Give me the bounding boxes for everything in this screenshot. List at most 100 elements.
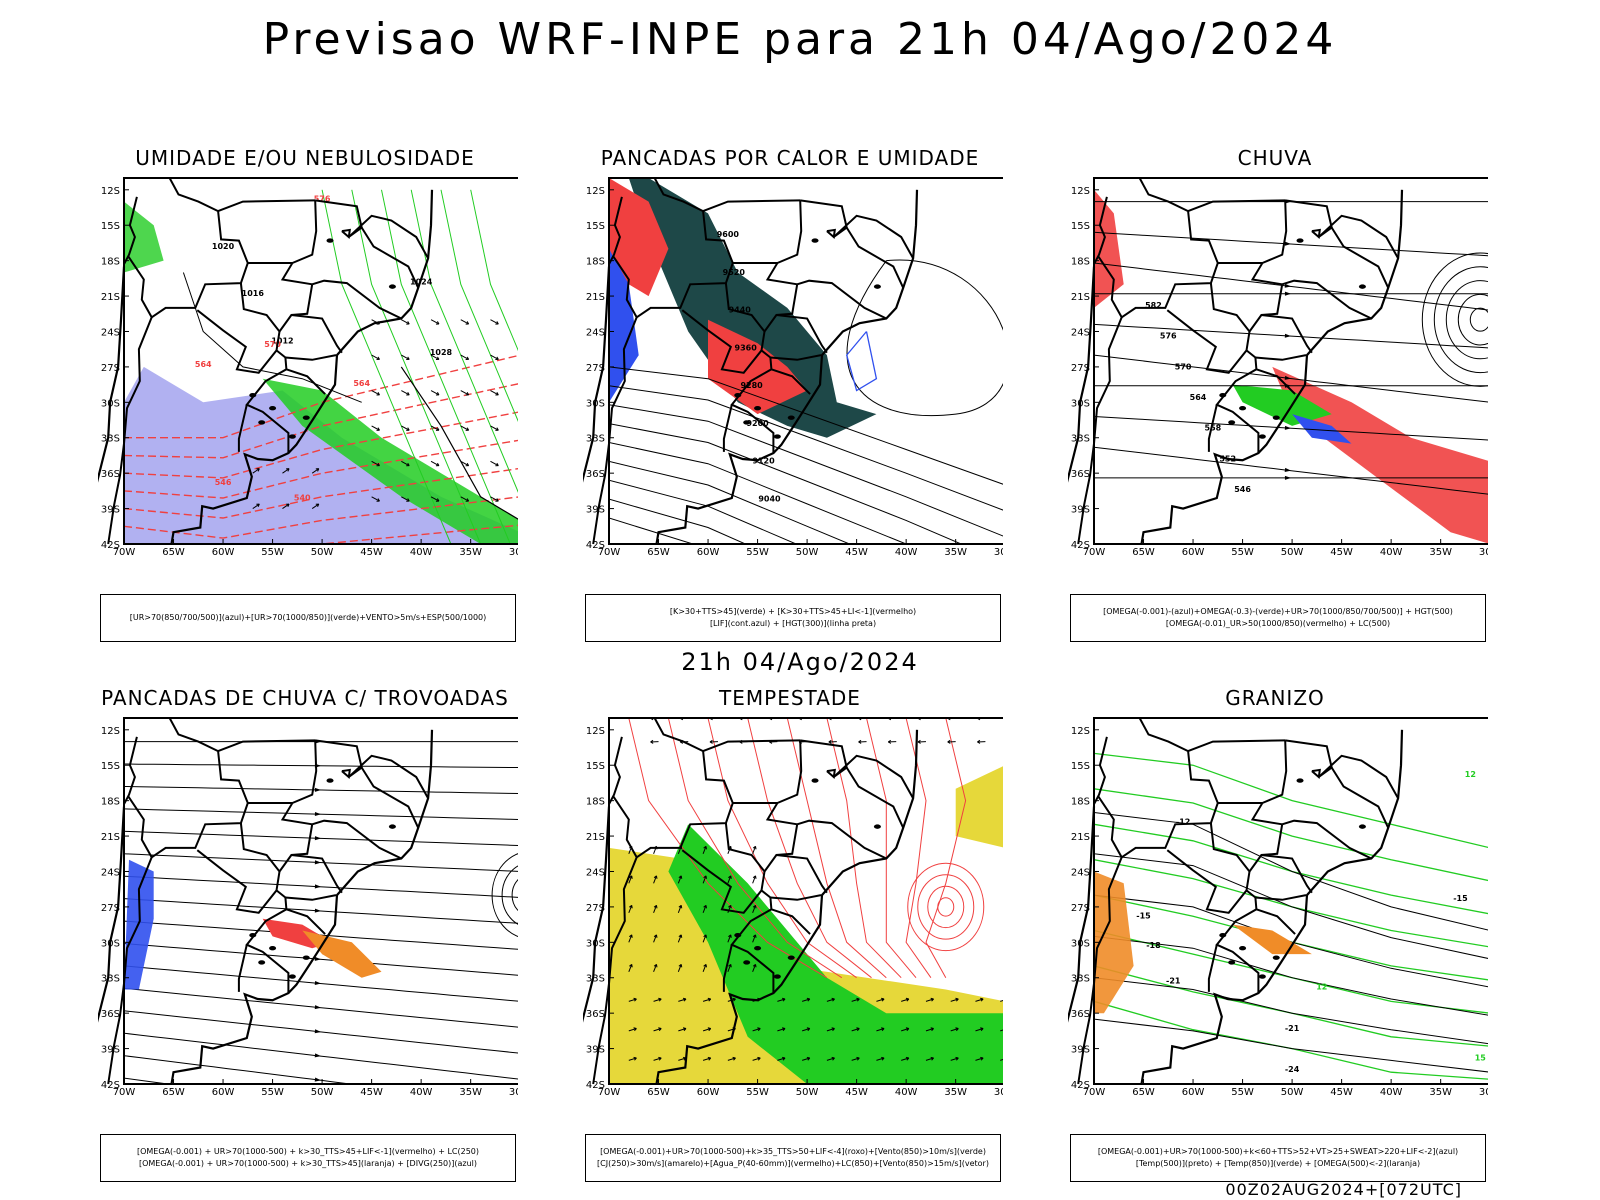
country-border: [845, 227, 905, 289]
lon-tick-label: 55W: [1231, 547, 1254, 558]
coastline-west: [98, 806, 126, 1023]
lat-tick-label: 21S: [586, 292, 605, 303]
country-border: [360, 767, 420, 829]
streamline-arrow: [314, 1029, 322, 1034]
wind-vector: [702, 1057, 711, 1061]
wind-vector-head: [828, 739, 832, 744]
wind-vector: [311, 503, 320, 509]
wind-vector: [628, 964, 633, 973]
panel-tempestade: TEMPESTADE 12S 15S 18S 21S 24S 27S 30S 33S 36S 39…: [555, 686, 1025, 1182]
wind-vector-head: [465, 498, 470, 502]
lake-shape: [743, 960, 751, 965]
omega-strong-area: [1232, 384, 1332, 426]
contour-label: -21: [1166, 977, 1181, 986]
instability-area: [628, 178, 877, 438]
wind-vector: [950, 998, 959, 1002]
lon-tick-label: 55W: [746, 1087, 769, 1098]
wind-vector-head: [376, 391, 380, 396]
country-border: [1215, 349, 1260, 454]
streamline-arrow: [314, 787, 322, 792]
wind-vector: [925, 1057, 934, 1061]
country-border: [722, 944, 733, 992]
wind-vector-head: [728, 934, 732, 938]
wind-vector: [653, 934, 657, 943]
wind-vector-head: [881, 1027, 885, 1032]
streamline-arrow: [315, 1102, 321, 1106]
wind-vector: [1000, 1059, 1003, 1061]
lon-tick-label: 35W: [1429, 1087, 1452, 1098]
map-pancadas-calor: 9600 9520 9440 9360 9280 9200 9120 9040 12S 15S 18…: [583, 177, 1003, 558]
country-border: [770, 354, 822, 361]
map-background: [124, 718, 518, 1084]
wind-vector-head: [495, 498, 499, 502]
lon-tick-label: 55W: [261, 1087, 284, 1098]
lake-shape: [811, 778, 819, 783]
lake-shape: [1239, 946, 1247, 951]
country-border: [826, 228, 836, 239]
panel-title: UMIDADE E/OU NEBULOSIDADE: [135, 146, 475, 170]
lat-tick-label: 21S: [101, 832, 120, 843]
country-border: [123, 736, 138, 805]
lake-shape: [873, 284, 881, 289]
streamline-arrow: [1284, 475, 1292, 480]
lon-tick-label: 50W: [796, 547, 819, 558]
country-border: [1093, 736, 1108, 805]
country-border: [722, 404, 733, 452]
wind-vector-head: [703, 904, 707, 909]
wind-vector-head: [917, 739, 921, 744]
height-contour: [609, 460, 851, 544]
lat-tick-label: 18S: [1071, 257, 1090, 268]
main-title: Previsao WRF-INPE para 21h 04/Ago/2024: [262, 14, 1338, 65]
wind-vector-head: [256, 503, 260, 507]
lat-tick-label: 24S: [1071, 327, 1090, 338]
middle-time-label: 21h 04/Ago/2024: [681, 648, 919, 676]
country-border: [592, 316, 638, 545]
panel-title: CHUVA: [1237, 146, 1313, 170]
contour-label: 558: [1205, 424, 1222, 433]
wind-vector-head: [376, 356, 380, 361]
contour-label: 9600: [717, 230, 740, 239]
temp-500-contour: [1094, 853, 1488, 959]
thickness-contour: [124, 354, 518, 439]
country-border: [311, 279, 402, 320]
wind-vector: [975, 998, 984, 1002]
streamline: [124, 875, 518, 898]
lake-shape: [1228, 960, 1236, 965]
country-border: [196, 282, 281, 374]
lat-tick-label: 33S: [586, 974, 605, 985]
wind-vector-head: [682, 1027, 687, 1032]
lon-tick-label: 35W: [459, 547, 482, 558]
lat-tick-label: 42S: [101, 1080, 120, 1091]
temp-500-contour: [1094, 977, 1488, 1045]
lon-tick-label: 40W: [1380, 1087, 1403, 1098]
wind-vector: [702, 998, 711, 1002]
wind-vector-head: [376, 427, 380, 431]
country-border: [612, 717, 734, 859]
coastline-east: [170, 189, 434, 545]
country-border: [285, 894, 337, 901]
country-border: [776, 314, 828, 354]
streamline-arrow: [1284, 425, 1292, 430]
humidity-contour: [470, 189, 518, 352]
country-border: [702, 199, 801, 213]
lon-tick-label: 55W: [261, 547, 284, 558]
plot-area: -12 -15 -15 -18 -21 -21 -24 12 15 12: [1094, 752, 1488, 1080]
contour-label: 9440: [729, 306, 752, 315]
wind-vector-head: [678, 875, 683, 879]
legend-line: [OMEGA(-0.001)+UR>70(1000-500)+k>35_TTS>…: [600, 1147, 986, 1156]
wind-vector: [401, 425, 410, 431]
wind-vector: [876, 1028, 885, 1032]
country-border: [123, 196, 138, 265]
wind-vector-head: [728, 875, 732, 879]
lon-tick-label: 40W: [1380, 547, 1403, 558]
height-contour: [609, 442, 908, 544]
wind-vector: [460, 390, 469, 396]
wind-vector: [401, 354, 410, 360]
wind-vector: [901, 1028, 909, 1032]
wind-vector-head: [256, 468, 260, 472]
wind-vector: [653, 1057, 662, 1061]
country-border: [771, 908, 811, 935]
contour-label: 576: [314, 195, 331, 204]
geo-boundaries: [1068, 177, 1404, 545]
contour-label: 1020: [212, 242, 235, 251]
